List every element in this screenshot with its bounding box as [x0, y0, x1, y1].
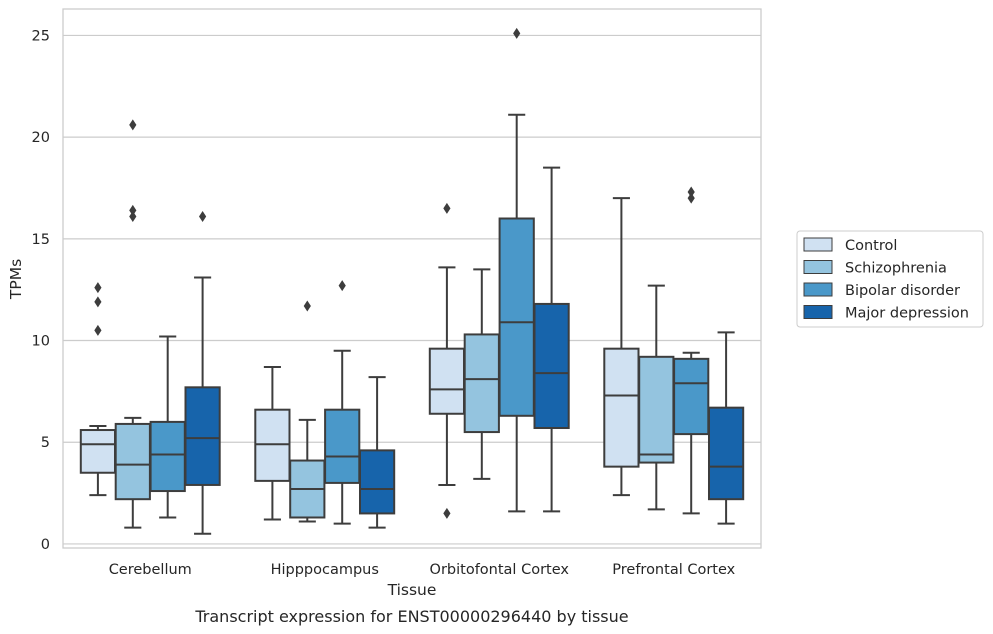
box — [498, 217, 535, 417]
legend-label: Bipolar disorder — [845, 283, 960, 299]
box-plot-series — [79, 27, 745, 535]
box-group — [114, 119, 151, 529]
outlier-point — [129, 119, 137, 131]
box — [324, 408, 361, 484]
box-group — [603, 197, 640, 497]
box — [358, 449, 396, 515]
legend-swatch — [803, 282, 833, 297]
box — [603, 347, 640, 468]
outlier-point — [687, 192, 695, 204]
box-group — [289, 300, 326, 523]
legend-item: Control — [803, 237, 897, 254]
x-tick-label: Hipppocampus — [271, 562, 379, 578]
box-group — [498, 27, 535, 513]
box — [149, 420, 186, 493]
box — [707, 406, 745, 501]
legend-label: Control — [845, 238, 897, 254]
outlier-point — [303, 300, 311, 312]
box-group — [358, 376, 396, 529]
box — [254, 408, 291, 482]
legend-label: Major depression — [845, 306, 969, 322]
outlier-point — [443, 507, 451, 519]
x-tick-label: Prefrontal Cortex — [612, 562, 735, 578]
box-group — [254, 365, 291, 521]
legend-label: Schizophrenia — [845, 261, 947, 277]
box-group — [79, 282, 117, 497]
outlier-point — [687, 186, 695, 198]
y-tick-label: 10 — [32, 334, 50, 350]
box-group — [149, 335, 186, 519]
outlier-point — [94, 296, 102, 308]
outlier-point — [94, 282, 102, 294]
x-tick-label: Cerebellum — [109, 562, 192, 578]
x-axis-title: Tissue — [387, 581, 437, 599]
box — [79, 429, 117, 474]
box — [428, 347, 466, 415]
legend: Control Schizophrenia Bipolar disorder Majo… — [796, 230, 984, 328]
box-group — [184, 210, 221, 535]
box — [638, 355, 675, 464]
box-group — [428, 202, 466, 519]
outlier-point — [443, 202, 451, 214]
outlier-point — [338, 280, 346, 292]
y-tick-label: 20 — [32, 130, 50, 146]
box — [114, 422, 151, 501]
legend-swatch — [803, 260, 833, 274]
box-group — [533, 166, 570, 513]
box-group — [673, 186, 710, 515]
x-tick-label: Orbitofontal Cortex — [430, 562, 570, 578]
chart-title: Transcript expression for ENST0000029644… — [194, 607, 628, 626]
legend-swatch — [803, 237, 833, 252]
outlier-point — [94, 324, 102, 336]
box — [533, 302, 570, 429]
y-tick-label: 15 — [32, 232, 50, 248]
box-group — [707, 331, 745, 525]
legend-item: Bipolar disorder — [803, 282, 960, 299]
legend-swatch — [803, 305, 833, 319]
y-axis-title: TPMs — [7, 259, 25, 300]
y-tick-labels: 0 5 10 15 20 25 — [32, 28, 50, 552]
y-tick-label: 0 — [41, 537, 50, 553]
box-group — [638, 284, 675, 511]
outlier-point — [513, 27, 521, 39]
outlier-point — [129, 204, 137, 216]
x-tick-labels: Cerebellum Hipppocampus Orbitofontal Corte… — [109, 562, 736, 578]
outlier-point — [129, 210, 137, 222]
box-group — [463, 268, 500, 480]
box — [463, 333, 500, 434]
legend-item: Major depression — [803, 305, 969, 322]
box — [673, 357, 710, 436]
legend-item: Schizophrenia — [803, 260, 947, 277]
outlier-point — [199, 210, 207, 222]
box — [184, 386, 221, 486]
y-tick-label: 5 — [41, 435, 50, 451]
box-group — [324, 280, 361, 525]
y-tick-label: 25 — [32, 28, 50, 44]
plot-frame — [62, 8, 762, 549]
legend-frame — [796, 230, 984, 328]
